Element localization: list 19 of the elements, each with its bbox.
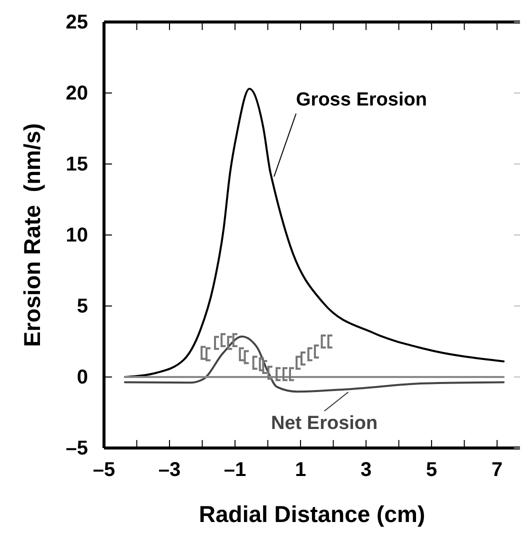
x-axis-title: Radial Distance (cm) bbox=[198, 501, 426, 527]
y-tick-label: 10 bbox=[66, 224, 88, 246]
x-tick-label: 1 bbox=[294, 459, 306, 482]
series-label: Gross Erosion bbox=[296, 90, 427, 111]
y-tick-label: 0 bbox=[76, 366, 88, 388]
y-tick-label: 20 bbox=[66, 82, 88, 104]
y-tick-label: 15 bbox=[66, 153, 88, 176]
x-tick-label: –1 bbox=[224, 459, 246, 482]
legend-label: Net Erosion bbox=[271, 413, 378, 434]
x-tick-label: –3 bbox=[158, 459, 181, 482]
y-tick-label: 5 bbox=[76, 295, 88, 318]
y-tick-label: 25 bbox=[66, 11, 88, 34]
x-tick-label: –5 bbox=[92, 459, 116, 482]
y-axis-title: Erosion Rate (nm/s) bbox=[19, 123, 45, 347]
y-tick-label: –5 bbox=[66, 437, 88, 460]
x-tick-label: 7 bbox=[492, 459, 503, 482]
x-tick-label: 5 bbox=[426, 459, 438, 482]
x-tick-label: 3 bbox=[360, 459, 372, 482]
line-series bbox=[124, 336, 505, 393]
